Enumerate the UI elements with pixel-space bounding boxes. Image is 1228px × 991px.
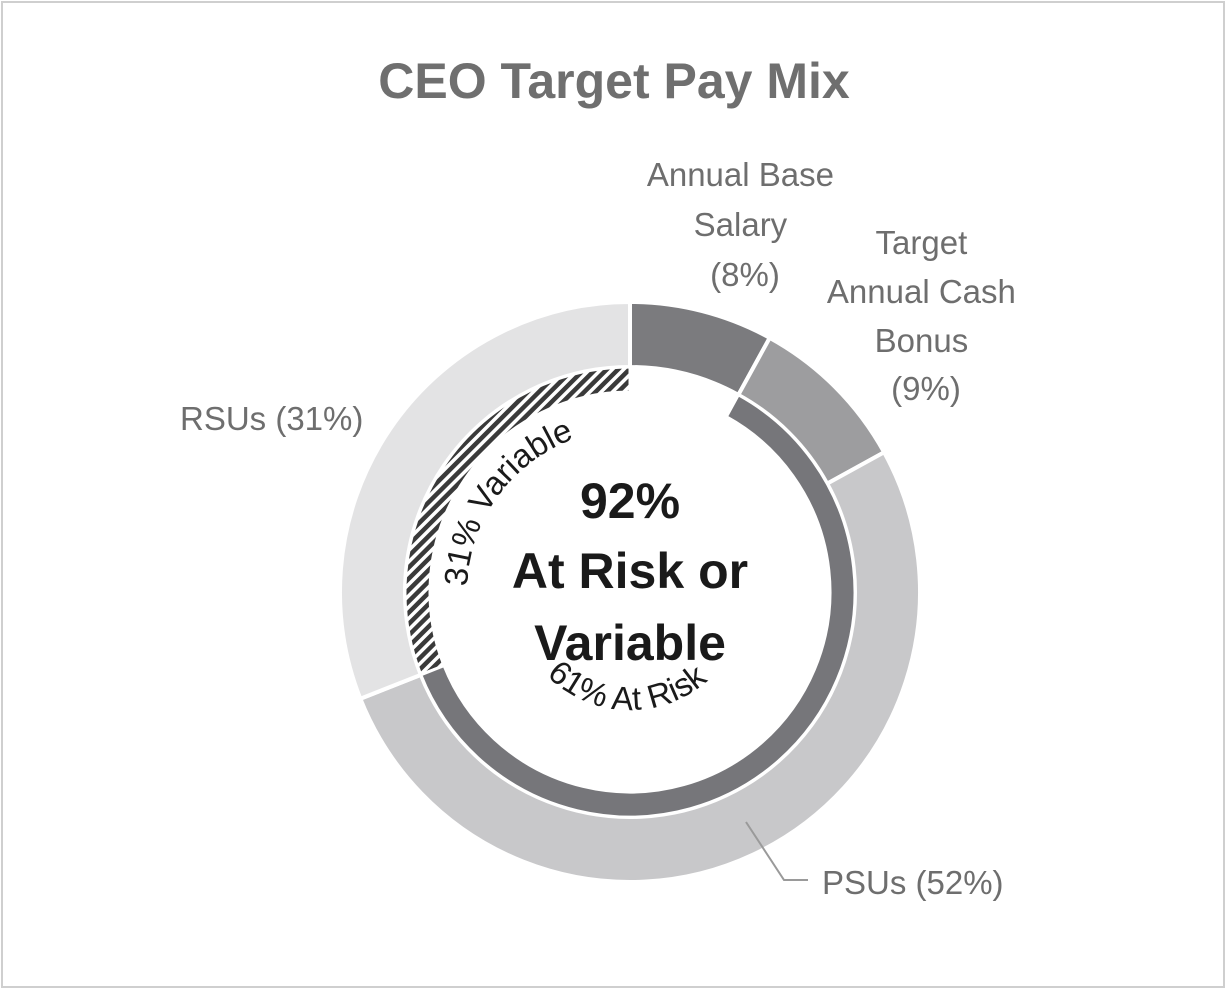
inner-segment-31-variable <box>403 365 632 677</box>
label-rsus: RSUs (31%) <box>180 400 363 437</box>
inner-ring <box>403 365 857 819</box>
center-text-line-3: Variable <box>534 615 726 671</box>
chart-title: CEO Target Pay Mix <box>378 53 850 109</box>
center-text-line-2: At Risk or <box>512 543 748 599</box>
label-psus: PSUs (52%) <box>822 864 1004 901</box>
label-annual-base-salary: Annual Base Salary (8%) <box>647 156 843 293</box>
center-text-line-1: 92% <box>580 473 680 529</box>
inner-segment-61-at-risk <box>418 392 857 819</box>
label-target-annual-cash-bonus: Target Annual Cash Bonus (9%) <box>827 224 1025 407</box>
psus-leader-line <box>745 821 808 881</box>
